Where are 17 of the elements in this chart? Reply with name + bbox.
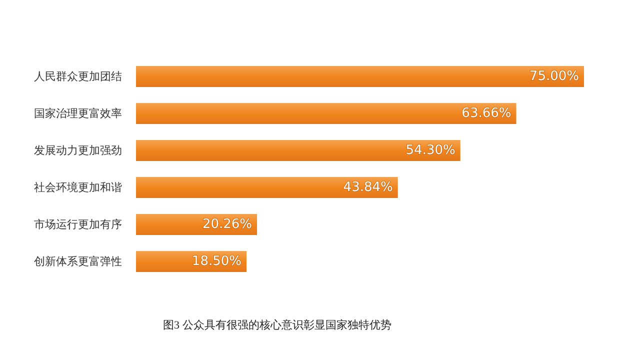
y-tick-label: 国家治理更富效率: [34, 107, 122, 120]
data-label: 20.26%: [202, 217, 252, 232]
y-tick-label: 发展动力更加强劲: [34, 144, 122, 157]
bar: [136, 66, 584, 87]
data-label: 63.66%: [462, 106, 512, 121]
bar: [136, 140, 460, 161]
y-tick-label: 社会环境更加和谐: [34, 181, 122, 194]
bar: [136, 177, 398, 198]
bar: [136, 103, 516, 124]
text: 图3 公众具有很强的核心意识彰显国家独特优势: [163, 318, 392, 332]
data-label: 43.84%: [343, 180, 393, 195]
y-tick-label: 人民群众更加团结: [34, 70, 122, 83]
y-tick-label: 创新体系更富弹性: [34, 255, 122, 268]
y-tick-label: 市场运行更加有序: [34, 218, 122, 231]
data-label: 75.00%: [529, 69, 579, 84]
data-label: 54.30%: [406, 143, 456, 158]
data-label: 18.50%: [192, 254, 242, 269]
